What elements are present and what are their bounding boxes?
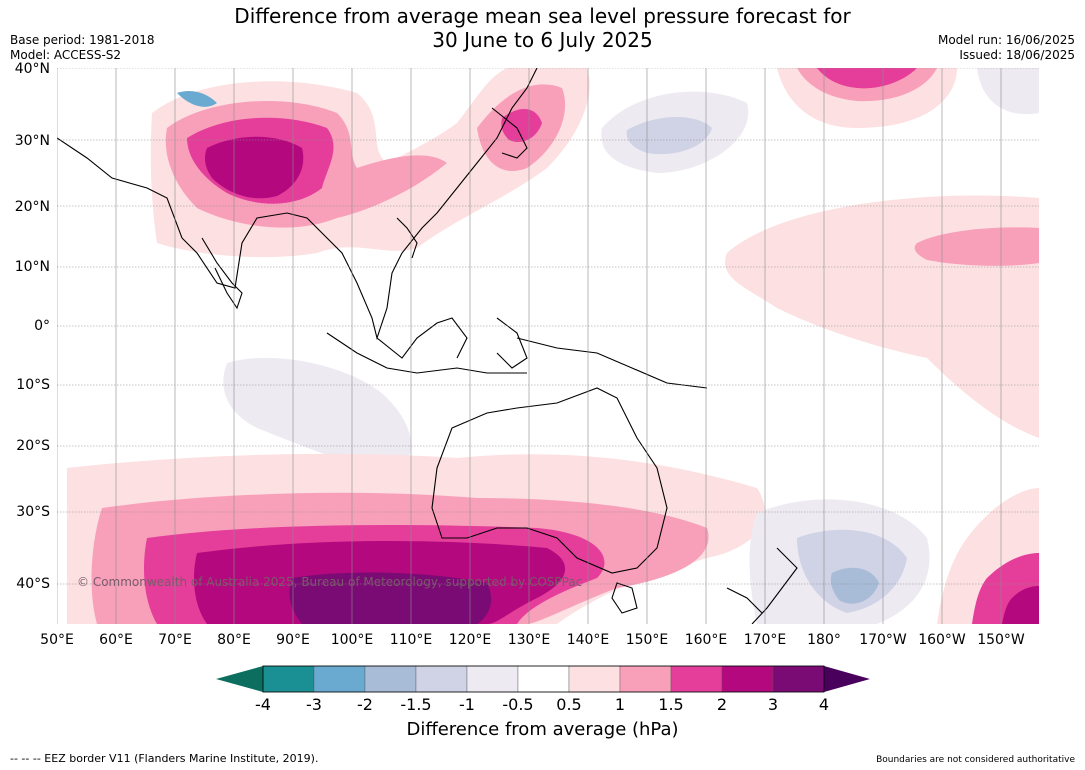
lon-label: 100°E — [330, 632, 374, 648]
lon-label: 160°W — [918, 632, 966, 648]
anomaly-field-indian-ocean — [223, 357, 411, 473]
lon-label: 60°E — [99, 632, 133, 648]
lon-label: 80°E — [217, 632, 251, 648]
lon-label: 170°W — [859, 632, 907, 648]
colorbar-bin — [466, 665, 519, 693]
colorbar-bins — [262, 665, 825, 693]
colorbar-tick: 1.5 — [658, 695, 684, 714]
colorbar-tick: 1 — [614, 695, 626, 714]
anomaly-field-northeast-pacific — [601, 68, 1039, 173]
colorbar-under-arrow — [216, 666, 263, 692]
colorbar-bin — [721, 665, 774, 693]
colorbar-bin — [670, 665, 723, 693]
lon-label: 160°E — [684, 632, 728, 648]
lon-label: 70°E — [158, 632, 192, 648]
model-run: Model run: 16/06/2025 — [937, 33, 1075, 47]
colorbar — [216, 665, 870, 693]
colorbar-bin — [364, 665, 417, 693]
lon-label: 110°E — [389, 632, 433, 648]
lat-label: 20°S — [16, 438, 50, 454]
base-period: Base period: 1981-2018 — [10, 33, 155, 47]
colorbar-tick: 2 — [716, 695, 728, 714]
lon-label: 150°E — [625, 632, 669, 648]
colorbar-tick: -1 — [459, 695, 475, 714]
lon-label: 140°E — [566, 632, 610, 648]
colorbar-tick: 4 — [818, 695, 830, 714]
model-name: Model: ACCESS-S2 — [10, 48, 122, 62]
colorbar-bin — [568, 665, 621, 693]
colorbar-tick: -4 — [255, 695, 271, 714]
lat-label: 40°S — [16, 576, 50, 592]
lat-label: 0° — [34, 318, 50, 334]
meridians — [57, 68, 1002, 624]
colorbar-bin — [517, 665, 570, 693]
colorbar-tick: -0.5 — [502, 695, 534, 714]
colorbar-tick: -2 — [357, 695, 373, 714]
colorbar-bin — [262, 665, 315, 693]
coastlines — [57, 68, 798, 624]
colorbar-tick: -3 — [306, 695, 322, 714]
colorbar-bin — [313, 665, 366, 693]
colorbar-over-arrow — [824, 666, 870, 692]
colorbar-title: Difference from average (hPa) — [406, 719, 679, 740]
colorbar-tick: 3 — [767, 695, 779, 714]
lon-label: 170°E — [743, 632, 787, 648]
anomaly-field-southern-ocean — [67, 453, 1039, 624]
lon-label: 180° — [807, 632, 841, 648]
lat-label: 30°N — [14, 133, 50, 149]
colorbar-bin — [619, 665, 672, 693]
colorbar-tick: -1.5 — [400, 695, 432, 714]
lat-label: 10°N — [14, 259, 50, 275]
colorbar-tick: 0.5 — [556, 695, 582, 714]
lon-label: 50°E — [40, 632, 74, 648]
lon-label: 150°W — [977, 632, 1025, 648]
map-title: Difference from average mean sea level p… — [0, 4, 1085, 52]
lon-label: 130°E — [507, 632, 551, 648]
eez-border-note: -- -- -- EEZ border V11 (Flanders Marine… — [10, 752, 319, 765]
copyright-notice: © Commonwealth of Australia 2025, Bureau… — [77, 575, 583, 589]
colorbar-bin — [415, 665, 468, 693]
colorbar-bin — [772, 665, 825, 693]
meta-left: Base period: 1981-2018 Model: ACCESS-S2 — [10, 33, 155, 63]
lat-label: 10°S — [16, 377, 50, 393]
title-line-2: 30 June to 6 July 2025 — [432, 28, 653, 52]
issued-date: Issued: 18/06/2025 — [959, 48, 1075, 62]
lat-label: 40°N — [14, 61, 50, 77]
anomaly-field-tropical-pacific — [725, 195, 1039, 438]
lon-label: 90°E — [276, 632, 310, 648]
meta-right: Model run: 16/06/2025 Issued: 18/06/2025 — [938, 33, 1075, 63]
title-line-1: Difference from average mean sea level p… — [234, 4, 851, 28]
lat-label: 20°N — [14, 199, 50, 215]
pressure-anomaly-map — [57, 68, 1039, 624]
anomaly-field-asia — [150, 68, 590, 258]
lat-label: 30°S — [16, 504, 50, 520]
boundaries-disclaimer: Boundaries are not considered authoritat… — [876, 755, 1075, 765]
lon-label: 120°E — [448, 632, 492, 648]
